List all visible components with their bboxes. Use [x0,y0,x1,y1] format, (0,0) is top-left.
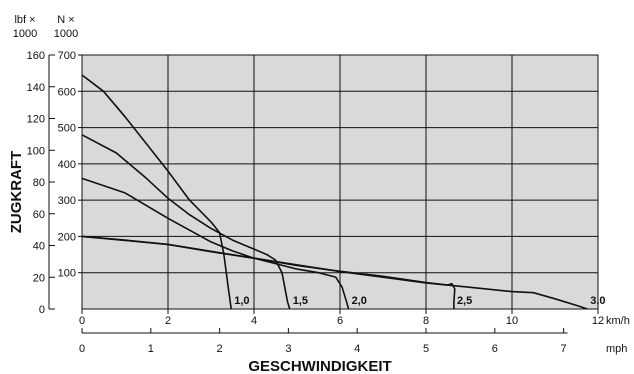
y-tick-label-lbf: 100 [27,145,45,157]
x-axis-title: GESCHWINDIGKEIT [248,358,391,374]
x-tick-label-mph: 6 [492,343,498,355]
curve-label-3: 2,0 [352,295,367,307]
y-tick-label-lbf: 160 [27,50,45,62]
x-tick-label-kmh: 12 [592,315,604,327]
x-tick-label-kmh: 8 [423,315,429,327]
y-tick-label-n: 600 [58,86,76,98]
y-tick-label-lbf: 120 [27,114,45,126]
curve-label-2: 1,5 [293,295,308,307]
curve-label-5: 3,0 [590,295,605,307]
x-tick-label-mph: 2 [217,343,223,355]
x-tick-label-mph: 3 [285,343,291,355]
y-tick-label-n: 400 [58,159,76,171]
y-tick-label-lbf: 20 [33,272,45,284]
y-tick-label-n: 500 [58,123,76,135]
series-line-3 [81,177,350,310]
y-axis-title: ZUGKRAFT [8,151,25,234]
curve-label-4: 2,5 [457,295,472,307]
y-unit-n-line2: 1000 [54,28,78,40]
y-unit-n-line1: N × [57,14,74,26]
x-tick-label-mph: 0 [79,343,85,355]
y-tick-label-n: 100 [58,268,76,280]
x-unit-mph: mph [606,343,627,355]
x-tick-label-kmh: 2 [165,315,171,327]
x-tick-label-kmh: 4 [251,315,257,327]
curve-label-1: 1,0 [234,295,249,307]
y-tick-label-lbf: 140 [27,82,45,94]
series-line-5 [81,235,588,310]
y-unit-lbf-line2: 1000 [13,28,37,40]
series-line-1 [81,74,232,310]
series-line-2 [81,134,291,310]
x-tick-label-kmh: 0 [79,315,85,327]
y-tick-label-lbf: 60 [33,209,45,221]
x-tick-label-mph: 5 [423,343,429,355]
y-tick-label-n: 200 [58,231,76,243]
x-tick-label-kmh: 10 [506,315,518,327]
x-tick-label-mph: 7 [561,343,567,355]
y-tick-label-lbf: 40 [33,241,45,253]
x-unit-kmh: km/h [606,315,630,327]
y-tick-label-n: 300 [58,195,76,207]
x-tick-label-mph: 4 [354,343,360,355]
x-tick-label-mph: 1 [148,343,154,355]
y-tick-label-lbf: 0 [39,304,45,316]
y-tick-label-lbf: 80 [33,177,45,189]
x-tick-label-kmh: 6 [337,315,343,327]
y-tick-label-n: 700 [58,50,76,62]
y-unit-lbf-line1: lbf × [14,14,35,26]
